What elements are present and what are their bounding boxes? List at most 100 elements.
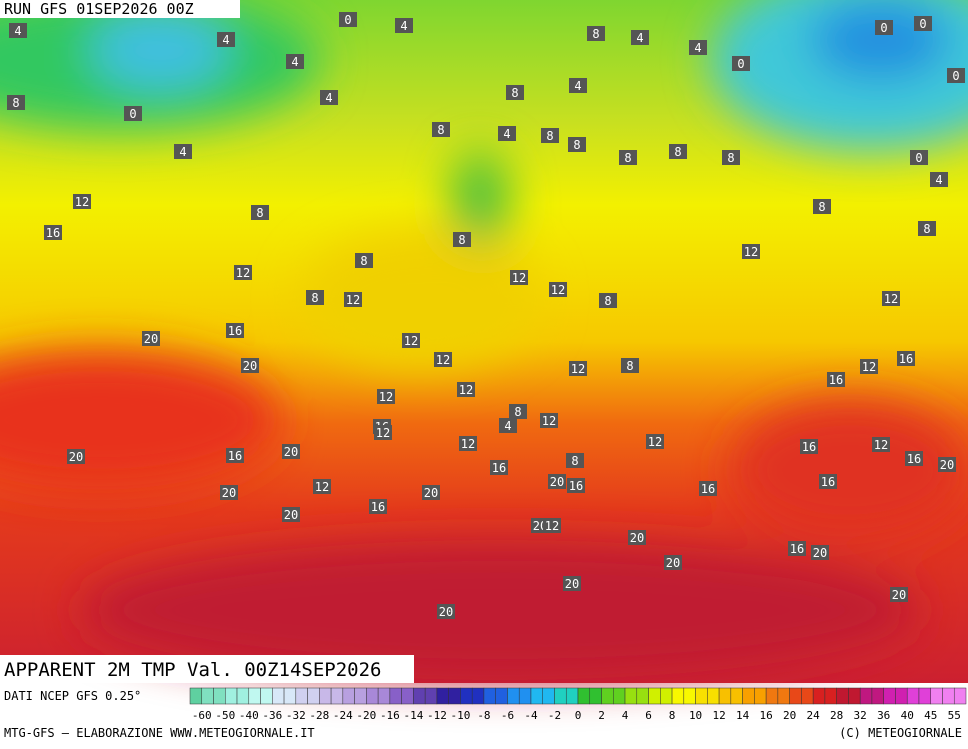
- contour-label: 12: [404, 334, 418, 348]
- contour-label: 12: [862, 360, 876, 374]
- legend-label: -6: [501, 709, 514, 722]
- legend-swatch: [518, 687, 532, 705]
- legend-swatch: [953, 687, 967, 705]
- legend-swatch: [413, 687, 426, 705]
- contour-label: 0: [952, 69, 959, 83]
- contour-label: 20: [243, 359, 257, 373]
- label-box: [226, 323, 244, 338]
- legend-swatch: [248, 687, 261, 705]
- label-box: [174, 144, 192, 159]
- legend-swatch: [848, 687, 861, 705]
- contour-label: 8: [12, 96, 19, 110]
- legend-label: -36: [262, 709, 282, 722]
- legend-label: 32: [854, 709, 867, 722]
- contour-label: 20: [550, 475, 564, 489]
- legend-label: 16: [759, 709, 772, 722]
- legend-swatch: [777, 687, 790, 705]
- legend-swatch: [730, 687, 743, 705]
- contour-label: 12: [315, 480, 329, 494]
- legend-swatch: [213, 687, 226, 705]
- legend-swatch: [307, 687, 320, 705]
- label-box: [599, 293, 617, 308]
- label-box: [699, 481, 717, 496]
- label-box: [490, 460, 508, 475]
- contour-label: 4: [179, 145, 186, 159]
- contour-label: 0: [129, 107, 136, 121]
- contour-label: 16: [829, 373, 843, 387]
- label-box: [722, 150, 740, 165]
- label-box: [7, 95, 25, 110]
- contour-label: 8: [458, 233, 465, 247]
- label-box: [506, 85, 524, 100]
- label-box: [44, 225, 62, 240]
- contour-label: 12: [884, 292, 898, 306]
- contour-label: 20: [940, 458, 954, 472]
- header-box: [0, 0, 240, 18]
- legend-label: 8: [669, 709, 676, 722]
- contour-label: 8: [626, 359, 633, 373]
- label-box: [827, 372, 845, 387]
- legend-swatch: [883, 687, 896, 705]
- contour-label: 8: [571, 454, 578, 468]
- legend-label: 4: [622, 709, 629, 722]
- label-box: [621, 358, 639, 373]
- contour-label: 20: [565, 577, 579, 591]
- contour-label: 12: [545, 519, 559, 533]
- label-box: [543, 518, 561, 533]
- label-box: [339, 12, 357, 27]
- contour-label: 20: [69, 450, 83, 464]
- label-box: [742, 244, 760, 259]
- contour-label: 20: [222, 486, 236, 500]
- legend-swatch: [660, 687, 673, 705]
- legend-label: -60: [192, 709, 212, 722]
- run-label: RUN GFS 01SEP2026 00Z: [4, 0, 194, 18]
- label-box: [434, 352, 452, 367]
- contour-label: 16: [907, 452, 921, 466]
- legend-swatch: [613, 687, 626, 705]
- legend-swatch: [424, 687, 438, 705]
- label-box: [226, 448, 244, 463]
- legend-swatch: [201, 687, 214, 705]
- legend-label: -28: [309, 709, 329, 722]
- contour-label: 8: [360, 254, 367, 268]
- label-box: [811, 545, 829, 560]
- legend-label: -8: [477, 709, 490, 722]
- label-box: [813, 199, 831, 214]
- contour-label: 8: [818, 200, 825, 214]
- contour-label: 20: [813, 546, 827, 560]
- legend-label: -4: [524, 709, 538, 722]
- contour-label: 12: [75, 195, 89, 209]
- label-box: [628, 530, 646, 545]
- legend-swatch: [707, 687, 720, 705]
- label-box: [587, 26, 605, 41]
- legend-swatch: [824, 687, 837, 705]
- legend-label: 12: [712, 709, 725, 722]
- label-box: [124, 106, 142, 121]
- contour-label: 20: [284, 508, 298, 522]
- legend-swatch: [354, 687, 367, 705]
- label-box: [548, 474, 566, 489]
- legend-swatch: [189, 687, 203, 705]
- contour-label: 16: [569, 479, 583, 493]
- label-box: [402, 333, 420, 348]
- legend-label: 40: [901, 709, 914, 722]
- legend-swatch: [448, 687, 461, 705]
- legend-swatch: [530, 687, 543, 705]
- label-box: [567, 478, 585, 493]
- legend-swatch: [683, 687, 696, 705]
- contour-label: 8: [437, 123, 444, 137]
- contour-label: 4: [325, 91, 332, 105]
- legend-label: 6: [645, 709, 652, 722]
- legend-label: -16: [380, 709, 400, 722]
- label-box: [918, 221, 936, 236]
- contour-label: 0: [344, 13, 351, 27]
- title-box: [0, 655, 414, 683]
- legend-label: 10: [689, 709, 702, 722]
- label-box: [541, 128, 559, 143]
- label-box: [67, 449, 85, 464]
- label-box: [860, 359, 878, 374]
- label-box: [422, 485, 440, 500]
- label-box: [282, 444, 300, 459]
- contour-label: 4: [503, 127, 510, 141]
